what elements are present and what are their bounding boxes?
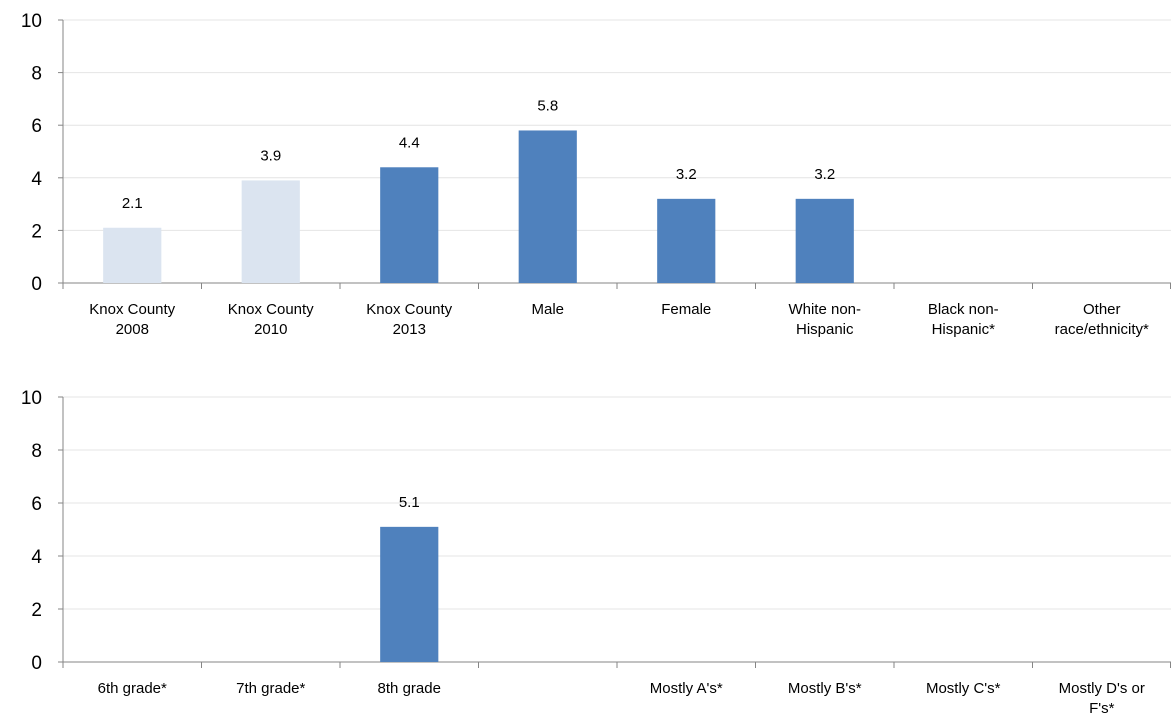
bar <box>103 227 162 283</box>
y-tick-label: 2 <box>31 600 42 621</box>
y-tick-label: 4 <box>31 169 42 190</box>
y-tick-label: 6 <box>31 494 42 515</box>
x-tick-label: 2008 <box>116 321 149 338</box>
y-tick-label: 4 <box>31 547 42 568</box>
y-tick-label: 2 <box>31 221 42 242</box>
bar <box>795 198 854 283</box>
y-tick-label: 6 <box>31 116 42 137</box>
bar <box>380 526 439 662</box>
y-tick-label: 8 <box>31 64 42 85</box>
x-tick-label: 2010 <box>254 321 287 338</box>
x-tick-label: Mostly C's* <box>926 680 1001 697</box>
data-label: 3.2 <box>676 166 697 183</box>
x-tick-label: Knox County <box>89 301 175 318</box>
y-tick-label: 0 <box>31 274 42 295</box>
x-tick-label: Other <box>1083 301 1121 318</box>
x-tick-label: Knox County <box>366 301 452 318</box>
data-label: 2.1 <box>122 195 143 212</box>
x-tick-label: Black non- <box>928 301 999 318</box>
data-label: 3.9 <box>260 147 281 164</box>
x-tick-label: Mostly A's* <box>650 680 723 697</box>
bar <box>380 167 439 283</box>
y-tick-label: 8 <box>31 441 42 462</box>
x-tick-label: Female <box>661 301 711 318</box>
data-label: 3.2 <box>814 166 835 183</box>
x-tick-label: Hispanic <box>796 321 854 338</box>
x-tick-label: Mostly B's* <box>788 680 862 697</box>
y-tick-label: 10 <box>21 11 42 32</box>
bar <box>518 130 577 283</box>
x-tick-label: White non- <box>788 301 861 318</box>
data-label: 5.1 <box>399 494 420 511</box>
x-tick-label: Male <box>531 301 564 318</box>
x-tick-label: 2013 <box>393 321 426 338</box>
bar <box>241 180 300 283</box>
y-tick-label: 10 <box>21 388 42 409</box>
x-tick-label: Knox County <box>228 301 314 318</box>
x-tick-label: Mostly D's or <box>1059 680 1145 697</box>
bar <box>657 198 716 283</box>
y-tick-label: 0 <box>31 653 42 674</box>
data-label: 4.4 <box>399 134 420 151</box>
x-tick-label: 8th grade <box>378 680 441 697</box>
x-tick-label: F's* <box>1089 700 1115 717</box>
x-tick-label: race/ethnicity* <box>1055 321 1149 338</box>
x-tick-label: 6th grade* <box>98 680 167 697</box>
x-tick-label: Hispanic* <box>932 321 996 338</box>
data-label: 5.8 <box>537 97 558 114</box>
x-tick-label: 7th grade* <box>236 680 305 697</box>
